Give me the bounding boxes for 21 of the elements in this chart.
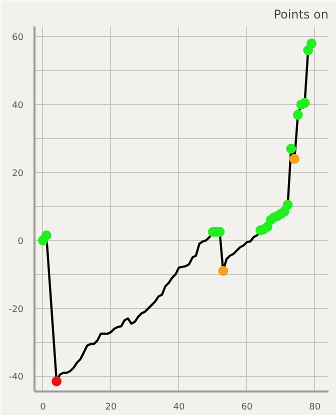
- point: [306, 38, 317, 48]
- y-tick-label: -40: [8, 372, 24, 383]
- point: [300, 98, 310, 108]
- point: [290, 154, 300, 164]
- point: [292, 110, 303, 120]
- x-tick-label: 40: [173, 402, 185, 412]
- x-tick-label: 20: [105, 402, 117, 412]
- y-tick-label: 20: [12, 169, 24, 179]
- point: [286, 144, 296, 154]
- x-tick-label: 0: [40, 402, 46, 412]
- x-tick-label: 60: [241, 402, 253, 412]
- point: [41, 230, 52, 240]
- y-tick-label: 60: [12, 33, 24, 44]
- y-tick-label: 0: [18, 236, 24, 247]
- x-tick-label: 80: [309, 402, 321, 412]
- point: [282, 200, 293, 210]
- chart-title: Points on: [274, 8, 329, 22]
- point: [52, 376, 62, 386]
- y-tick-label: 40: [12, 101, 24, 112]
- point: [218, 266, 228, 276]
- y-tick-label: -20: [8, 304, 24, 315]
